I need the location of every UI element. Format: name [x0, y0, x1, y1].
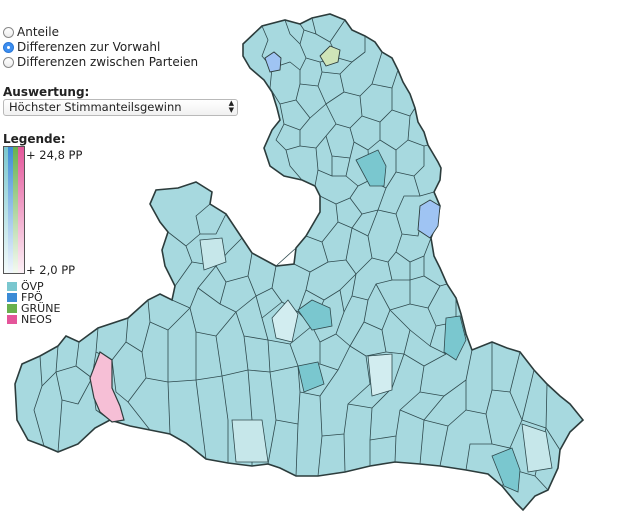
gradient-fpoe — [8, 146, 13, 274]
legend-swatch-neos — [7, 315, 17, 324]
legend-max-label: + 24,8 PP — [26, 148, 83, 162]
option-shares-label: Anteile — [17, 25, 59, 39]
radio-diff-parties[interactable] — [3, 56, 14, 68]
option-diff-previous-label: Differenzen zur Vorwahl — [17, 40, 161, 54]
select-arrows-icon: ▲ ▼ — [228, 99, 234, 114]
option-shares[interactable]: Anteile — [3, 24, 59, 40]
municipality-oevp-light-4 — [521, 423, 553, 473]
legend-item-gruene: GRÜNE — [7, 302, 61, 315]
municipality-oevp-strong-2 — [297, 299, 333, 331]
legend-title: Legende: — [3, 132, 66, 146]
gradient-neos — [18, 146, 25, 274]
legend-label-fpoe: FPÖ — [21, 291, 43, 304]
option-diff-previous[interactable]: Differenzen zur Vorwahl — [3, 39, 160, 55]
municipality-oevp-light-1 — [367, 353, 393, 397]
municipality-oevp-strong-3 — [443, 315, 467, 361]
municipality-oevp-strong-5 — [297, 361, 325, 393]
municipality-neos-gain — [89, 351, 125, 423]
legend-label-gruene: GRÜNE — [21, 302, 61, 315]
legend-label-oevp: ÖVP — [21, 280, 44, 293]
municipality-fpoe-gain-north — [264, 51, 282, 73]
radio-diff-previous[interactable] — [3, 41, 14, 53]
legend-item-oevp: ÖVP — [7, 280, 44, 293]
legend-swatch-gruene — [7, 304, 17, 313]
legend-item-neos: NEOS — [7, 313, 52, 326]
municipality-oevp-strong-4 — [491, 447, 521, 493]
legend-swatch-fpoe — [7, 293, 17, 302]
municipality-oevp-light-5 — [231, 419, 269, 463]
evaluation-selected-value: Höchster Stimmanteilsgewinn — [9, 100, 182, 114]
evaluation-label: Auswertung: — [3, 85, 90, 99]
evaluation-select[interactable]: Höchster Stimmanteilsgewinn ▲ ▼ — [3, 99, 238, 116]
municipality-oevp-strong-1 — [355, 149, 387, 187]
gradient-oevp — [3, 146, 8, 274]
legend-swatch-oevp — [7, 282, 17, 291]
legend-min-label: + 2,0 PP — [26, 263, 76, 277]
state-outline — [14, 13, 585, 512]
municipality-oevp-light-3 — [199, 237, 227, 271]
municipality-fpoe-gain-east — [417, 199, 441, 239]
option-diff-parties-label: Differenzen zwischen Parteien — [17, 55, 199, 69]
legend-gradient — [3, 146, 25, 274]
legend-item-fpoe: FPÖ — [7, 291, 43, 304]
radio-shares[interactable] — [3, 26, 14, 38]
controls-panel: Anteile Differenzen zur Vorwahl Differen… — [0, 0, 245, 340]
legend-label-neos: NEOS — [21, 313, 52, 326]
option-diff-parties[interactable]: Differenzen zwischen Parteien — [3, 54, 198, 70]
municipality-oevp-light-2 — [271, 299, 299, 343]
municipality-borders — [33, 17, 561, 491]
gradient-gruene — [13, 146, 18, 274]
municipality-gruene-gain — [319, 45, 341, 67]
